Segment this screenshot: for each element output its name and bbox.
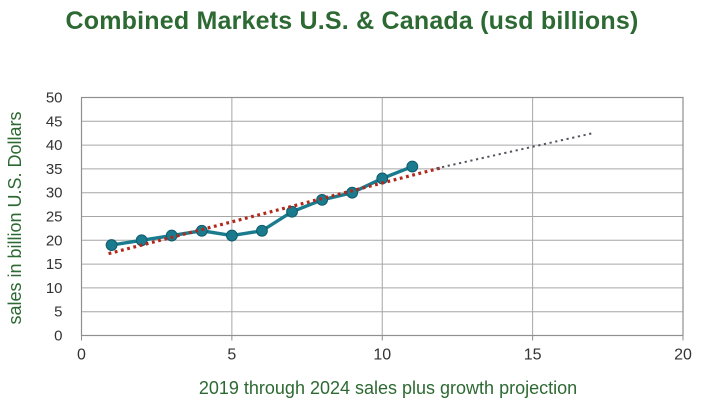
tick-layer: 0 5 10 15 20 0 5 10 15 20 25 30 35 40 45 50	[46, 90, 692, 364]
x-tick-label: 15	[524, 347, 542, 364]
sales-actual-marker	[346, 186, 359, 199]
x-tick-label: 5	[227, 347, 236, 364]
series-layer	[105, 132, 593, 256]
y-axis-title: sales in billion U.S. Dollars	[5, 111, 25, 324]
y-tick-label: 20	[46, 232, 63, 249]
chart-title: Combined Markets U.S. & Canada (usd bill…	[65, 7, 639, 35]
y-tick-label: 10	[46, 280, 63, 297]
sales-actual-marker	[105, 239, 118, 251]
sales-actual-marker	[286, 205, 298, 218]
y-tick-label: 30	[46, 185, 63, 202]
sales-actual-marker	[406, 160, 419, 173]
x-tick-label: 20	[674, 347, 692, 364]
y-tick-label: 0	[54, 328, 62, 345]
grid-layer	[80, 96, 684, 337]
y-tick-label: 50	[46, 90, 63, 107]
y-tick-label: 15	[46, 256, 63, 273]
y-tick-label: 5	[54, 304, 62, 321]
sales-actual-marker	[225, 229, 238, 242]
sales-actual-marker	[256, 224, 268, 237]
x-axis-title: 2019 through 2024 sales plus growth proj…	[199, 378, 577, 398]
sales-actual-marker	[165, 229, 178, 242]
y-tick-label: 45	[46, 113, 63, 130]
y-tick-label: 25	[46, 209, 63, 226]
y-tick-label: 40	[46, 137, 63, 154]
x-tick-label: 0	[77, 347, 86, 364]
x-tick-label: 10	[373, 347, 391, 364]
y-tick-label: 35	[46, 161, 63, 178]
growth-projection	[436, 132, 593, 170]
